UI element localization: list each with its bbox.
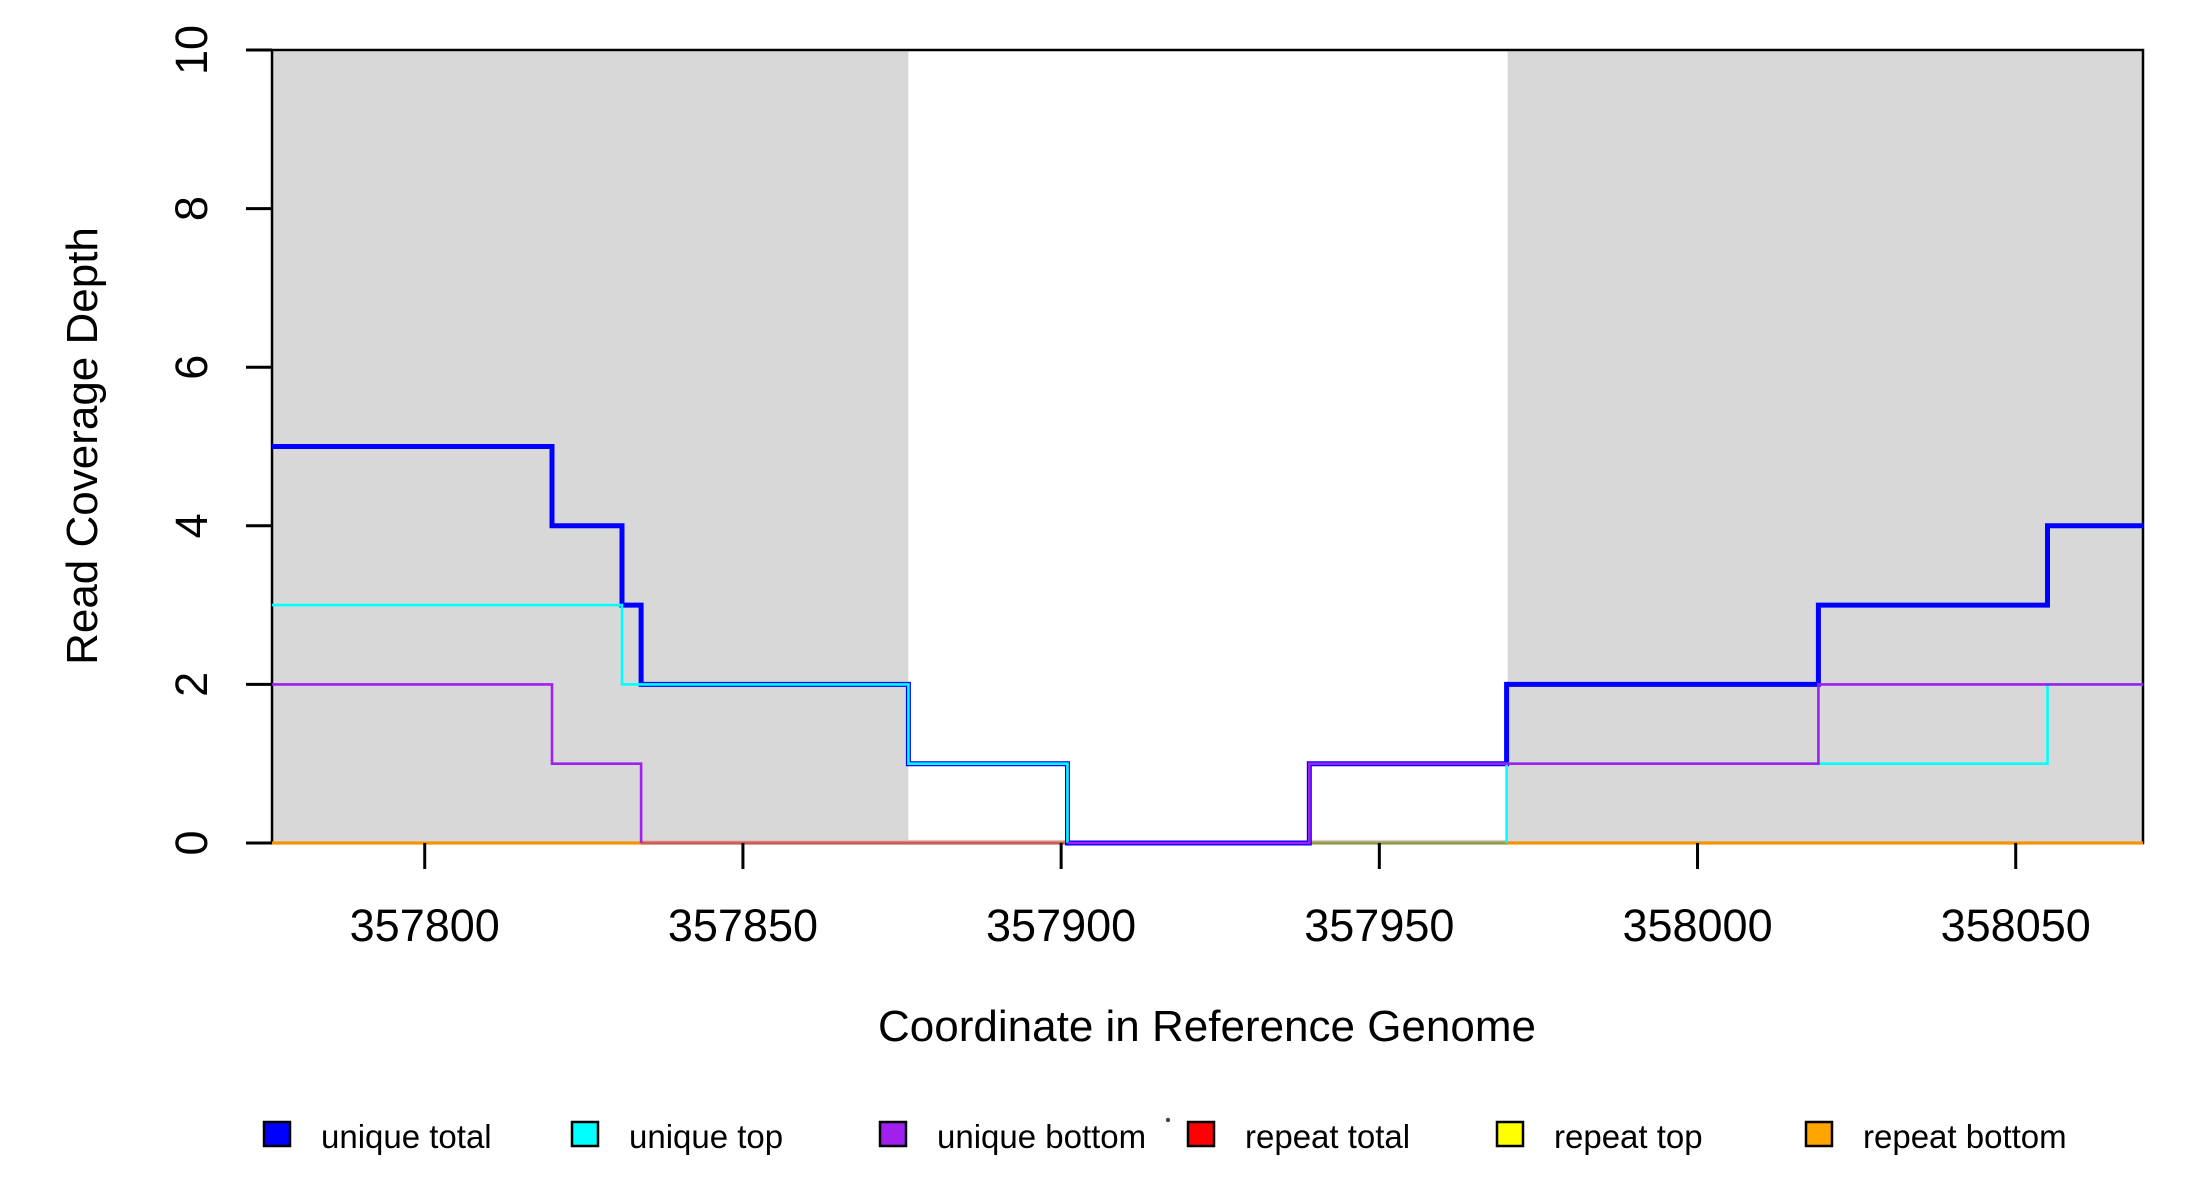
x-tick-label: 358050 [1941,900,2091,951]
legend-swatch-repeat-total [1186,1120,1216,1148]
y-tick-label: 10 [166,25,217,75]
series-line-unique-top [272,603,1069,843]
legend-label-unique-bottom: unique bottom [937,1118,1146,1155]
legend-swatch-unique-top [570,1120,600,1148]
series-line-unique-bottom [1067,683,2143,845]
legend-swatch-unique-bottom [878,1120,908,1148]
x-axis-title: Coordinate in Reference Genome [878,1002,1536,1051]
legend-label-repeat-total: repeat total [1245,1118,1410,1155]
y-tick-label: 4 [166,513,217,538]
y-axis-title: Read Coverage Depth [58,227,107,665]
legend-label-repeat-top: repeat top [1554,1118,1703,1155]
legend-label-unique-total: unique total [321,1118,492,1155]
legend-swatch-repeat-top [1495,1120,1525,1148]
repeat-region [1507,51,2143,842]
legend-label-unique-top: unique top [629,1118,783,1155]
stray-dot [1165,1117,1171,1123]
legend-swatch-unique-total [262,1120,292,1148]
x-tick-label: 357800 [350,900,500,951]
x-tick-label: 357900 [986,900,1136,951]
y-tick-label: 2 [166,672,217,697]
y-tick-label: 8 [166,196,217,221]
series-line-unique-bottom [272,683,643,843]
legend-label-repeat-bottom: repeat bottom [1863,1118,2067,1155]
x-tick-label: 357950 [1304,900,1454,951]
legend-swatch-repeat-bottom [1804,1120,1834,1148]
x-tick-label: 357850 [668,900,818,951]
x-tick-label: 358000 [1622,900,1772,951]
y-tick-label: 0 [166,830,217,855]
y-tick-label: 6 [166,355,217,380]
